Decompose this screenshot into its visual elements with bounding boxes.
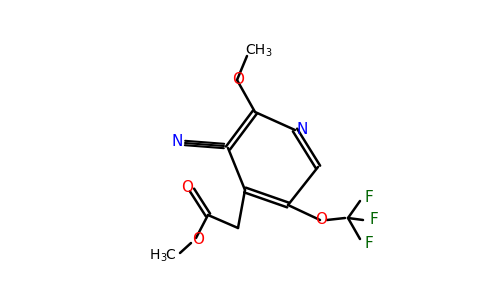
Text: CH: CH: [245, 43, 265, 57]
Text: 3: 3: [160, 253, 166, 263]
Text: F: F: [370, 212, 378, 227]
Text: 3: 3: [265, 48, 271, 58]
Text: H: H: [150, 248, 160, 262]
Text: N: N: [296, 122, 308, 136]
Text: O: O: [315, 212, 327, 227]
Text: F: F: [364, 190, 373, 205]
Text: O: O: [192, 232, 204, 247]
Text: O: O: [181, 181, 193, 196]
Text: N: N: [171, 134, 182, 149]
Text: F: F: [364, 236, 373, 250]
Text: C: C: [165, 248, 175, 262]
Text: O: O: [232, 73, 244, 88]
